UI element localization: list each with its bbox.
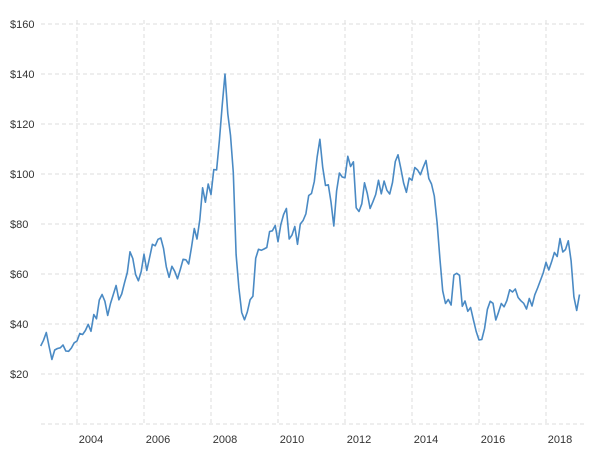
x-tick-label: 2010 [280,434,304,446]
y-axis-labels: $20 $40 $60 $80 $100 $120 $140 $160 [10,19,34,381]
x-tick-label: 2018 [548,434,572,446]
y-tick-label: $120 [10,119,34,131]
gridlines [41,20,585,425]
x-tick-label: 2014 [414,434,438,446]
x-axis-labels: 2004 2006 2008 2010 2012 2014 2016 2018 [79,434,572,446]
x-tick-label: 2016 [481,434,505,446]
y-tick-label: $60 [10,269,28,281]
price-line [39,73,581,361]
y-tick-label: $140 [10,69,34,81]
x-tick-label: 2008 [213,434,237,446]
y-tick-label: $20 [10,369,28,381]
y-tick-label: $80 [10,219,28,231]
x-tick-label: 2006 [146,434,170,446]
y-tick-label: $100 [10,169,34,181]
x-tick-label: 2004 [79,434,103,446]
y-tick-label: $160 [10,19,34,31]
y-tick-label: $40 [10,319,28,331]
x-tick-label: 2012 [347,434,371,446]
